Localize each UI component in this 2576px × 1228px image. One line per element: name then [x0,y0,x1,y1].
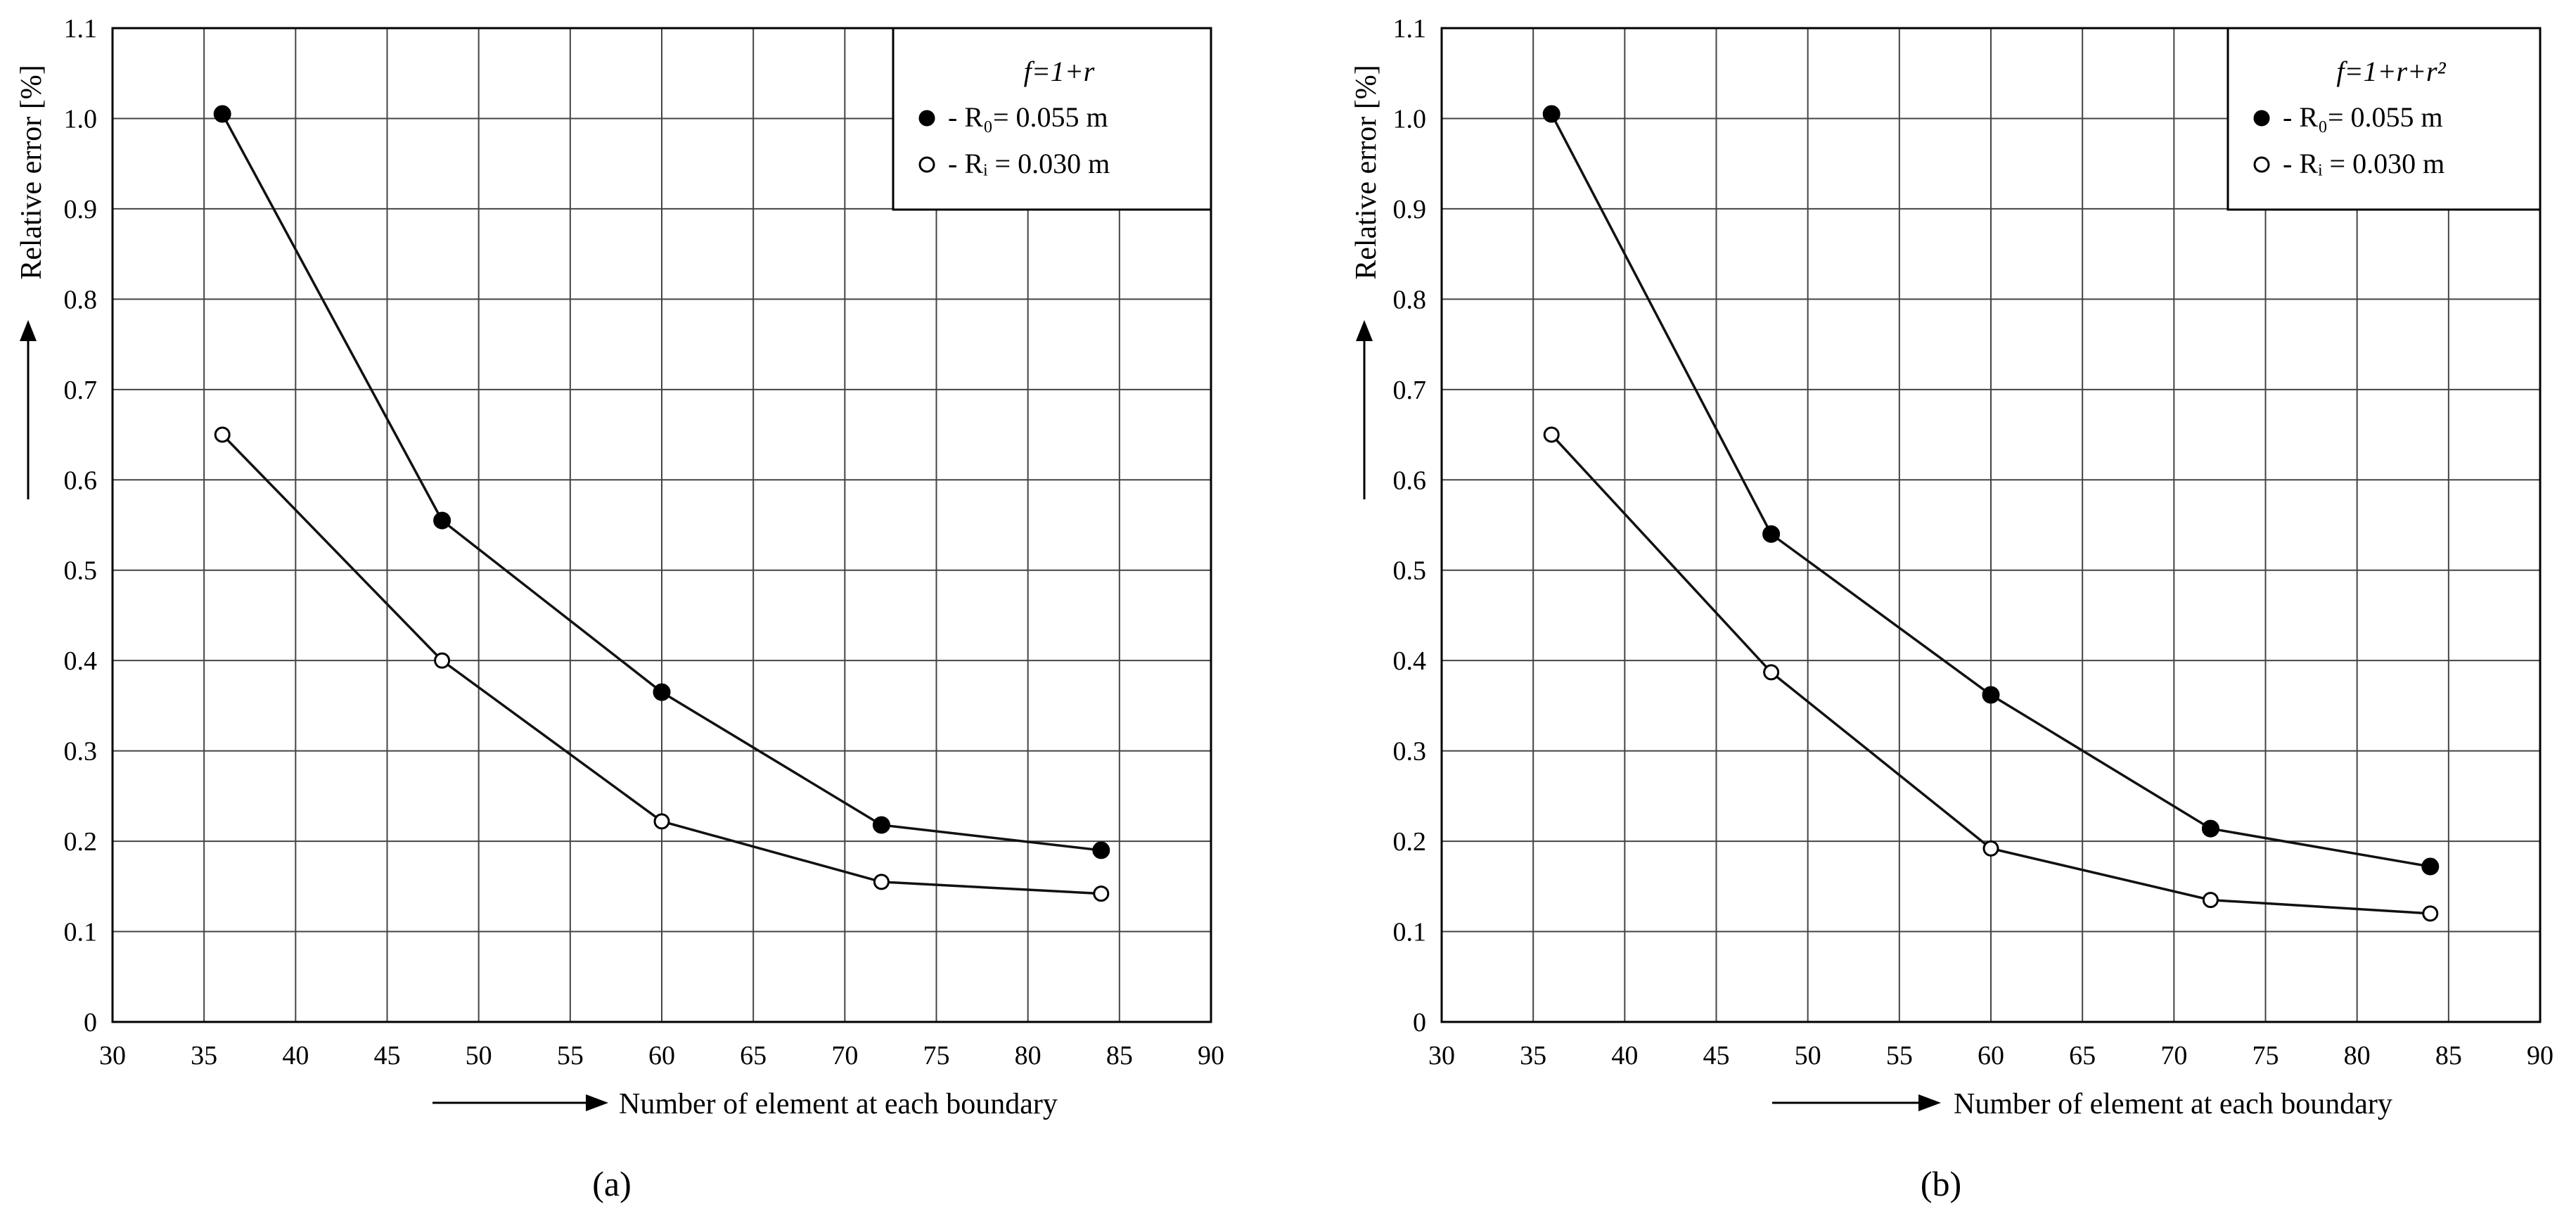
data-point-r0 [872,816,890,834]
legend-marker-ri [2253,156,2270,173]
legend-box [2226,27,2542,211]
x-tick-label: 90 [1198,1041,1224,1070]
y-tick-label: 1.0 [64,104,98,134]
chart-panel-a: 30 35 40 45 50 55 60 65 70 75 80 85 90 0 0.1 0.2 0.3 0.4 0… [15,14,1224,1203]
data-point-r0 [653,683,671,701]
y-tick-label: 0.7 [64,376,98,405]
data-point-r0 [1762,525,1781,543]
x-axis-arrow-icon [1918,1094,1941,1111]
data-point-r0 [433,511,451,530]
x-tick-label: 35 [191,1041,217,1070]
x-tick-label: 65 [2069,1041,2096,1070]
x-tick-label: 40 [1611,1041,1638,1070]
legend-marker-r0 [2253,110,2270,127]
data-point-ri [873,874,890,890]
data-point-ri [1763,664,1780,681]
x-tick-label: 80 [2344,1041,2371,1070]
x-tick-label: 85 [2435,1041,2462,1070]
x-axis-arrow-icon [586,1094,608,1111]
y-tick-label: 0.8 [64,285,98,314]
x-tick-label: 45 [374,1041,401,1070]
data-point-r0 [2421,857,2440,876]
y-axis-title: Relative error [%] [15,65,48,280]
x-tick-label: 60 [1978,1041,2004,1070]
data-point-ri [1093,885,1110,902]
plot-frame [1440,27,2542,1023]
y-tick-label: 0.3 [64,737,98,767]
y-tick-label: 0.8 [1393,285,1427,314]
legend-title: f=1+r+r² [2336,56,2446,87]
panel-label: (a) [592,1164,632,1203]
legend-entry: - R₀= 0.055 m [948,101,1108,133]
data-point-ri [1543,426,1560,443]
x-tick-label: 70 [831,1041,858,1070]
x-tick-label: 75 [923,1041,950,1070]
data-point-ri [1982,840,1999,857]
x-tick-label: 60 [648,1041,675,1070]
legend-entry: - Rᵢ = 0.030 m [948,148,1110,179]
data-point-r0 [2201,819,2219,838]
y-tick-label: 0 [1413,1008,1426,1037]
x-tick-label: 55 [557,1041,584,1070]
y-tick-label: 0 [84,1008,97,1037]
y-tick-label: 0.1 [64,918,98,947]
legend-marker-r0 [918,110,935,127]
x-tick-label: 45 [1703,1041,1730,1070]
y-axis-title: Relative error [%] [1350,65,1383,280]
data-point-r0 [1092,841,1110,859]
x-tick-label: 55 [1886,1041,1913,1070]
data-point-r0 [1542,105,1561,123]
data-point-ri [2422,905,2439,922]
data-point-r0 [213,105,231,123]
x-tick-label: 90 [2527,1041,2553,1070]
y-tick-label: 1.1 [1393,14,1427,44]
x-axis-title: Number of element at each boundary [619,1088,1058,1120]
panel-label: (b) [1921,1164,1961,1203]
y-tick-label: 0.2 [64,827,98,857]
x-tick-label: 70 [2160,1041,2187,1070]
data-point-ri [2202,892,2219,909]
y-tick-label: 1.0 [1393,104,1427,134]
y-tick-label: 0.4 [64,646,98,676]
x-tick-label: 65 [740,1041,767,1070]
x-tick-label: 85 [1106,1041,1133,1070]
x-tick-label: 50 [1795,1041,1821,1070]
y-tick-label: 0.1 [1393,918,1427,947]
x-axis-title: Number of element at each boundary [1954,1088,2392,1120]
x-tick-label: 75 [2253,1041,2279,1070]
data-point-ri [214,426,231,443]
y-tick-label: 0.9 [64,195,98,224]
legend-title: f=1+r [1024,56,1095,87]
y-tick-label: 0.2 [1393,827,1427,857]
y-tick-label: 0.3 [1393,737,1427,767]
x-tick-label: 30 [99,1041,126,1070]
y-tick-label: 0.6 [64,466,98,495]
legend-entry: - R₀= 0.055 m [2283,101,2443,133]
data-point-ri [653,813,670,830]
y-tick-label: 0.5 [1393,556,1427,586]
x-tick-label: 40 [282,1041,309,1070]
x-tick-label: 50 [466,1041,492,1070]
plot-frame [111,27,1212,1023]
y-axis-arrow-icon [1356,320,1373,341]
y-tick-label: 0.7 [1393,376,1427,405]
y-tick-label: 0.5 [64,556,98,586]
x-tick-label: 30 [1428,1041,1455,1070]
x-tick-label: 35 [1520,1041,1546,1070]
legend-entry: - Rᵢ = 0.030 m [2283,148,2444,179]
y-axis-arrow-icon [20,320,37,341]
data-point-ri [434,652,451,669]
legend-box [892,27,1212,211]
y-tick-label: 1.1 [64,14,98,44]
legend-marker-ri [918,156,935,173]
y-tick-label: 0.4 [1393,646,1427,676]
x-tick-label: 80 [1015,1041,1042,1070]
y-tick-label: 0.6 [1393,466,1427,495]
data-point-r0 [1982,686,2000,704]
chart-panel-b: 30 35 40 45 50 55 60 65 70 75 80 85 90 0 0.1 0.2 0.3 0.4 0… [1350,14,2553,1203]
y-tick-label: 0.9 [1393,195,1427,224]
